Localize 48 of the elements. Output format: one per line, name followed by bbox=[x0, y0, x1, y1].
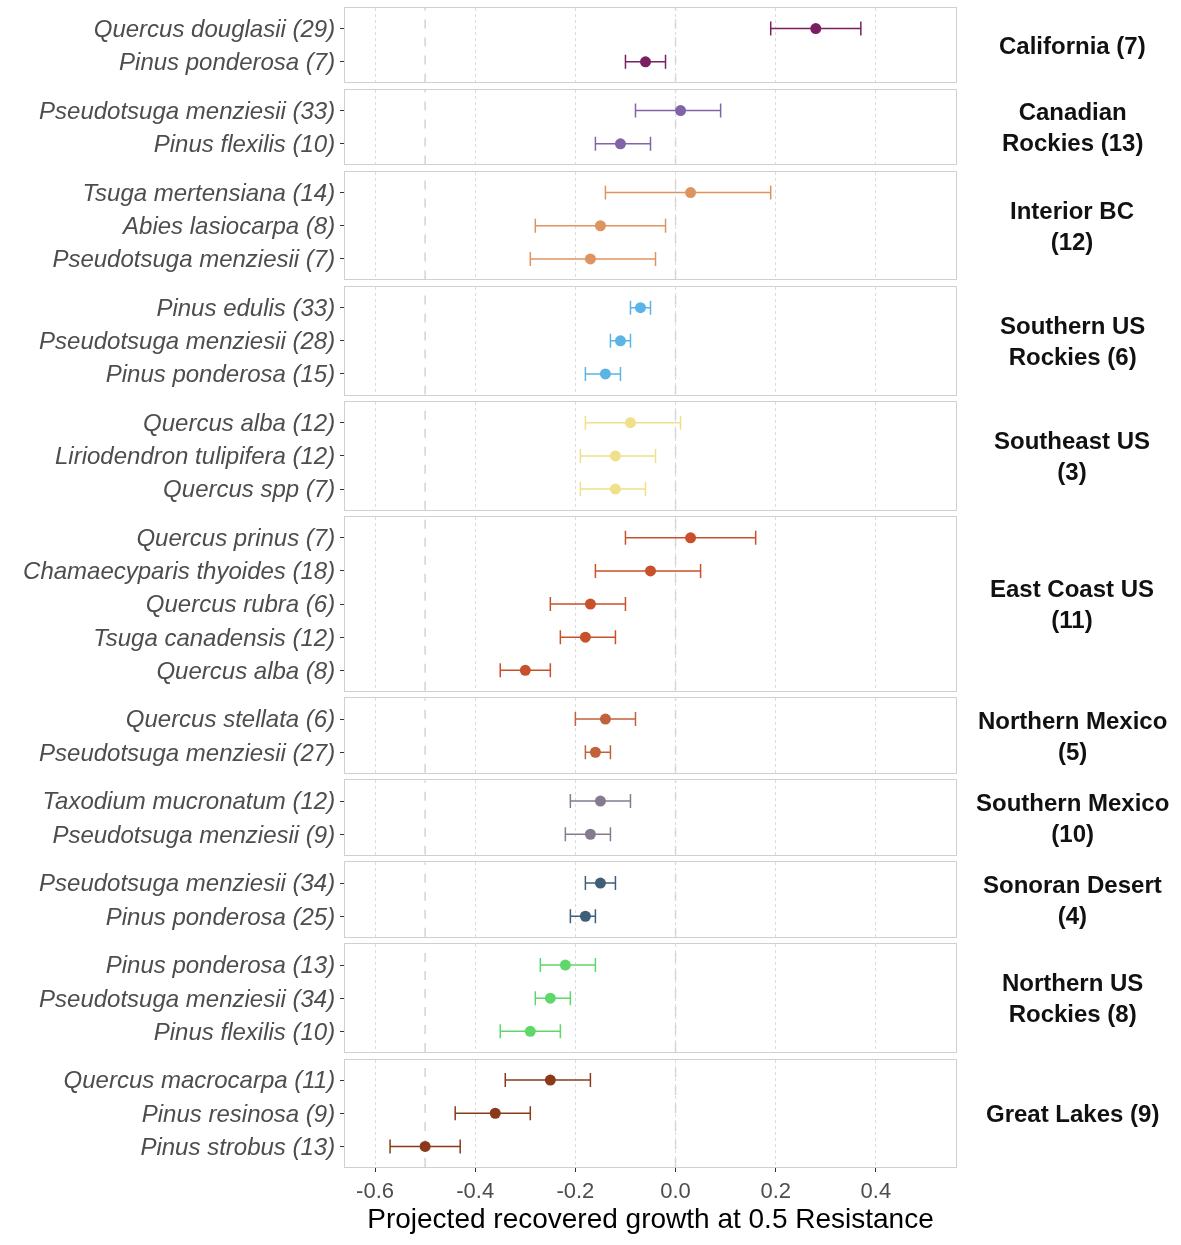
y-tick-label: Pinus resinosa (9) bbox=[141, 1099, 336, 1127]
y2-axis-title: Great Lakes (9) bbox=[986, 1100, 1160, 1127]
x-tick-label: 0.4 bbox=[860, 1178, 892, 1204]
y2-axis-title: Sonoran Desert (4) bbox=[983, 871, 1162, 930]
y-tick-label: Quercus rubra (6) bbox=[145, 590, 336, 618]
y-tick-label: Pinus ponderosa (7) bbox=[119, 48, 336, 76]
y-tick-label: Pseudotsuga menziesii (9) bbox=[52, 820, 336, 848]
y-tick-label: Pseudotsuga menziesii (28) bbox=[39, 327, 336, 355]
x-tick-label: 0.0 bbox=[660, 1178, 691, 1204]
y-tick-label: Quercus stellata (6) bbox=[125, 705, 336, 733]
y-tick-label: Pinus ponderosa (15) bbox=[105, 360, 336, 388]
y-tick-label: Liriodendron tulipifera (12) bbox=[55, 442, 336, 470]
x-tick-label: -0.2 bbox=[556, 1178, 595, 1204]
y2-axis-title: East Coast US (11) bbox=[990, 575, 1155, 634]
y-tick-label: Pseudotsuga menziesii (34) bbox=[39, 984, 336, 1012]
y-tick-label: Taxodium mucronatum (12) bbox=[42, 787, 336, 815]
y-tick-label: Abies lasiocarpa (8) bbox=[121, 212, 336, 240]
y2-axis-title: Southern US Rockies (6) bbox=[1000, 312, 1146, 371]
y-tick-label: Pseudotsuga menziesii (34) bbox=[39, 869, 336, 897]
y-tick-label: Quercus spp (7) bbox=[163, 475, 336, 503]
x-tick-label: -0.4 bbox=[456, 1178, 495, 1204]
y-tick-label: Chamaecyparis thyoides (18) bbox=[23, 557, 336, 585]
y-tick-label: Pseudotsuga menziesii (27) bbox=[39, 738, 336, 766]
y-tick-label: Pinus edulis (33) bbox=[156, 294, 336, 322]
y-tick-label: Pinus flexilis (10) bbox=[153, 130, 336, 158]
y2-axis-title: Northern US Rockies (8) bbox=[1002, 969, 1144, 1028]
x-tick-label: -0.6 bbox=[356, 1178, 395, 1204]
y-tick-label: Quercus prinus (7) bbox=[136, 524, 336, 552]
y2-axis-title: Canadian Rockies (13) bbox=[1002, 98, 1144, 157]
y-tick-label: Quercus alba (12) bbox=[143, 409, 336, 437]
y2-axis-title: Southern Mexico (10) bbox=[976, 789, 1170, 848]
x-tick-label: 0.2 bbox=[760, 1178, 791, 1204]
y2-axis-title: Interior BC (12) bbox=[1010, 197, 1135, 256]
y2-axis-title: Northern Mexico (5) bbox=[978, 707, 1168, 766]
y-tick-label: Tsuga canadensis (12) bbox=[93, 623, 336, 651]
y2-axis-title: Southeast US (3) bbox=[994, 427, 1151, 486]
y-tick-label: Pseudotsuga menziesii (7) bbox=[52, 245, 336, 273]
x-axis-title: Projected recovered growth at 0.5 Resistance bbox=[367, 1203, 934, 1235]
y-tick-label: Pinus ponderosa (13) bbox=[105, 951, 336, 979]
y-tick-label: Pinus flexilis (10) bbox=[153, 1017, 336, 1045]
y-tick-label: Quercus douglasii (29) bbox=[93, 14, 336, 42]
y-tick-label: Pinus strobus (13) bbox=[140, 1132, 336, 1160]
y2-axis-title: California (7) bbox=[999, 32, 1146, 59]
y-tick-label: Quercus macrocarpa (11) bbox=[63, 1066, 336, 1094]
y-tick-label: Pseudotsuga menziesii (33) bbox=[39, 97, 336, 124]
y-tick-label: Tsuga mertensiana (14) bbox=[82, 178, 336, 206]
y-tick-label: Quercus alba (8) bbox=[156, 656, 336, 684]
y-tick-label: Pinus ponderosa (25) bbox=[105, 902, 336, 930]
